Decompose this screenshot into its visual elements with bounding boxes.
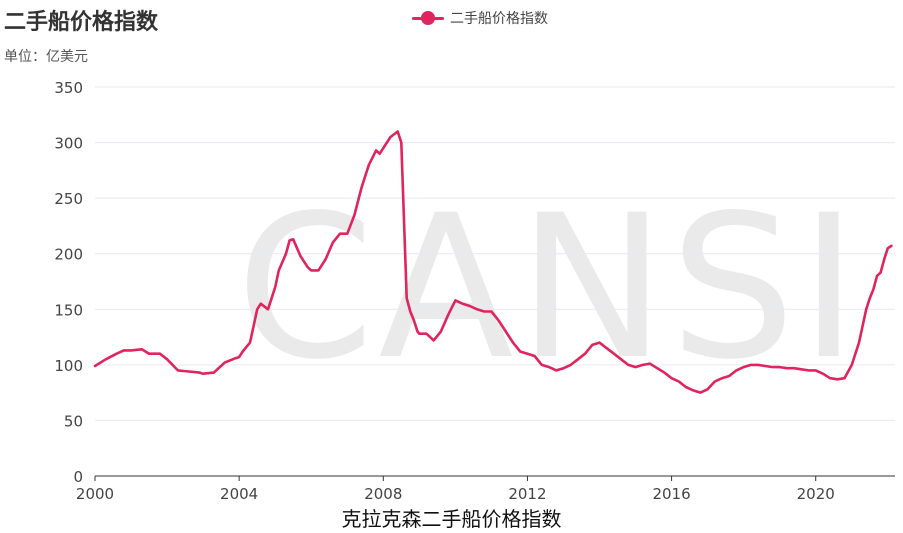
legend[interactable]: 二手船价格指数: [412, 8, 548, 28]
y-tick-label: 200: [54, 246, 83, 264]
legend-label: 二手船价格指数: [450, 11, 548, 27]
x-tick-label: 2008: [364, 485, 402, 503]
chart-title: 二手船价格指数: [4, 10, 159, 35]
y-tick-label: 150: [54, 301, 83, 319]
x-tick-label: 2000: [76, 485, 114, 503]
y-tick-label: 0: [73, 468, 83, 486]
chart-caption: 克拉克森二手船价格指数: [341, 507, 562, 531]
x-tick-label: 2012: [508, 485, 546, 503]
x-tick-label: 2004: [220, 485, 258, 503]
y-tick-label: 250: [54, 190, 83, 208]
y-tick-label: 300: [54, 135, 83, 153]
y-tick-label: 100: [54, 357, 83, 375]
y-tick-label: 350: [54, 79, 83, 97]
x-tick-label: 2016: [652, 485, 690, 503]
unit-label: 单位：亿美元: [4, 49, 88, 65]
series-line: [93, 130, 893, 394]
x-tick-label: 2020: [797, 485, 835, 503]
legend-swatch-icon: [412, 11, 444, 25]
y-tick-label: 50: [64, 412, 83, 430]
